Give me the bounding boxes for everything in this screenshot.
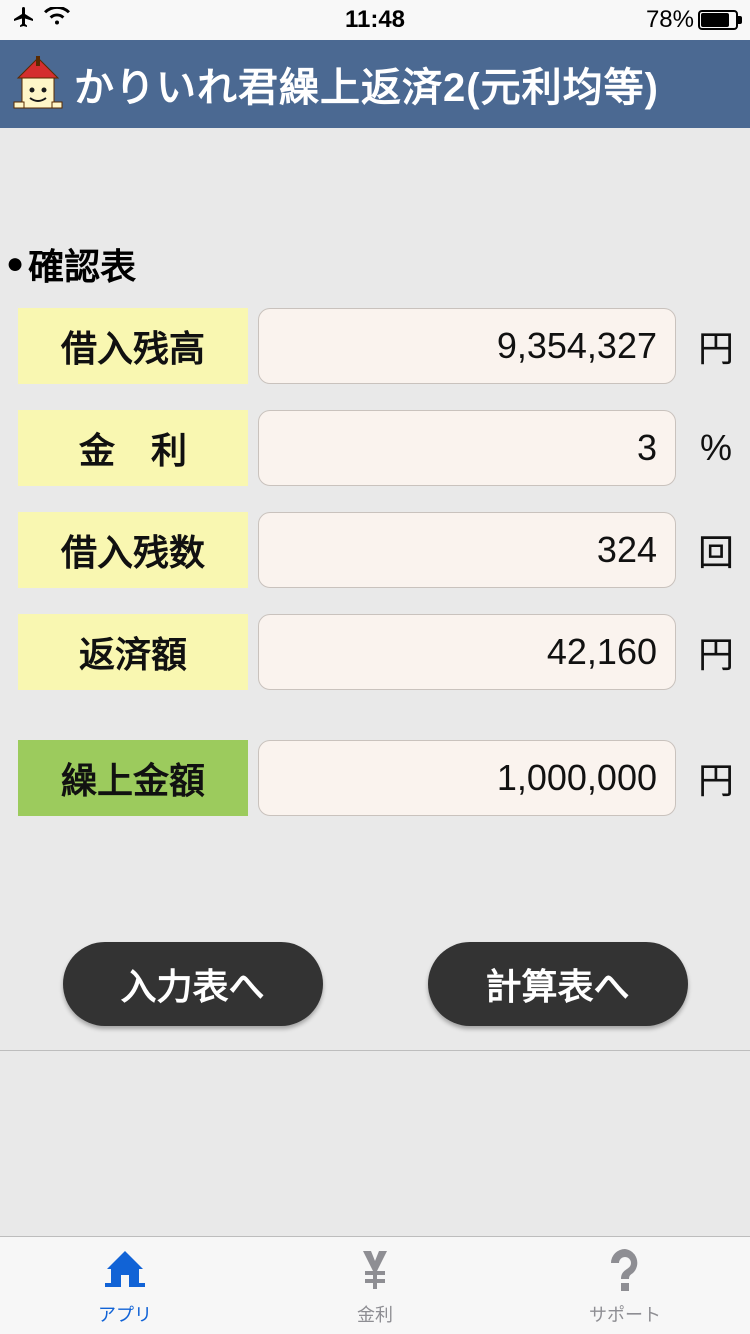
field-unit: 回 bbox=[686, 512, 746, 588]
field-value[interactable]: 42,160 bbox=[258, 614, 676, 690]
section-title: ●確認表 bbox=[0, 238, 750, 308]
field-value[interactable]: 324 bbox=[258, 512, 676, 588]
form-row: 金 利3% bbox=[18, 410, 750, 486]
page-title: かりいれ君繰上返済2(元利均等) bbox=[74, 55, 659, 113]
app-logo-icon bbox=[10, 56, 66, 112]
bullet-icon: ● bbox=[6, 247, 24, 281]
wifi-icon bbox=[44, 6, 70, 34]
status-time: 11:48 bbox=[254, 6, 496, 34]
field-value[interactable]: 9,354,327 bbox=[258, 308, 676, 384]
airplane-icon bbox=[12, 5, 36, 36]
form-row: 借入残数324回 bbox=[18, 512, 750, 588]
divider bbox=[0, 1050, 750, 1051]
status-left bbox=[12, 5, 254, 36]
field-unit: 円 bbox=[686, 308, 746, 384]
house-icon bbox=[101, 1245, 149, 1299]
tab-bar: アプリ 金利 サポート bbox=[0, 1236, 750, 1334]
form-row: 繰上金額1,000,000円 bbox=[18, 740, 750, 816]
field-unit: % bbox=[686, 410, 746, 486]
nav-header: かりいれ君繰上返済2(元利均等) bbox=[0, 40, 750, 128]
field-label: 金 利 bbox=[18, 410, 248, 486]
field-unit: 円 bbox=[686, 740, 746, 816]
calc-button[interactable]: 計算表へ bbox=[428, 942, 688, 1026]
field-label: 繰上金額 bbox=[18, 740, 248, 816]
tab-interest[interactable]: 金利 bbox=[250, 1237, 500, 1334]
field-unit: 円 bbox=[686, 614, 746, 690]
battery-icon bbox=[698, 10, 738, 30]
field-label: 借入残高 bbox=[18, 308, 248, 384]
field-value[interactable]: 1,000,000 bbox=[258, 740, 676, 816]
tab-label: サポート bbox=[589, 1301, 661, 1327]
form-row: 借入残高9,354,327円 bbox=[18, 308, 750, 384]
tab-support[interactable]: サポート bbox=[500, 1237, 750, 1334]
field-label: 返済額 bbox=[18, 614, 248, 690]
back-button[interactable]: 入力表へ bbox=[63, 942, 323, 1026]
tab-app[interactable]: アプリ bbox=[0, 1237, 250, 1334]
field-label: 借入残数 bbox=[18, 512, 248, 588]
status-bar: 11:48 78% bbox=[0, 0, 750, 40]
form-row: 返済額42,160円 bbox=[18, 614, 750, 690]
tab-label: 金利 bbox=[357, 1301, 393, 1327]
help-icon bbox=[601, 1245, 649, 1299]
content: ●確認表 借入残高9,354,327円金 利3%借入残数324回返済額42,16… bbox=[0, 128, 750, 1026]
button-row: 入力表へ 計算表へ bbox=[0, 842, 750, 1026]
field-value[interactable]: 3 bbox=[258, 410, 676, 486]
section-title-text: 確認表 bbox=[28, 238, 136, 290]
yen-icon bbox=[351, 1245, 399, 1299]
battery-percent: 78% bbox=[646, 6, 694, 34]
tab-label: アプリ bbox=[98, 1301, 152, 1327]
status-right: 78% bbox=[496, 6, 738, 34]
